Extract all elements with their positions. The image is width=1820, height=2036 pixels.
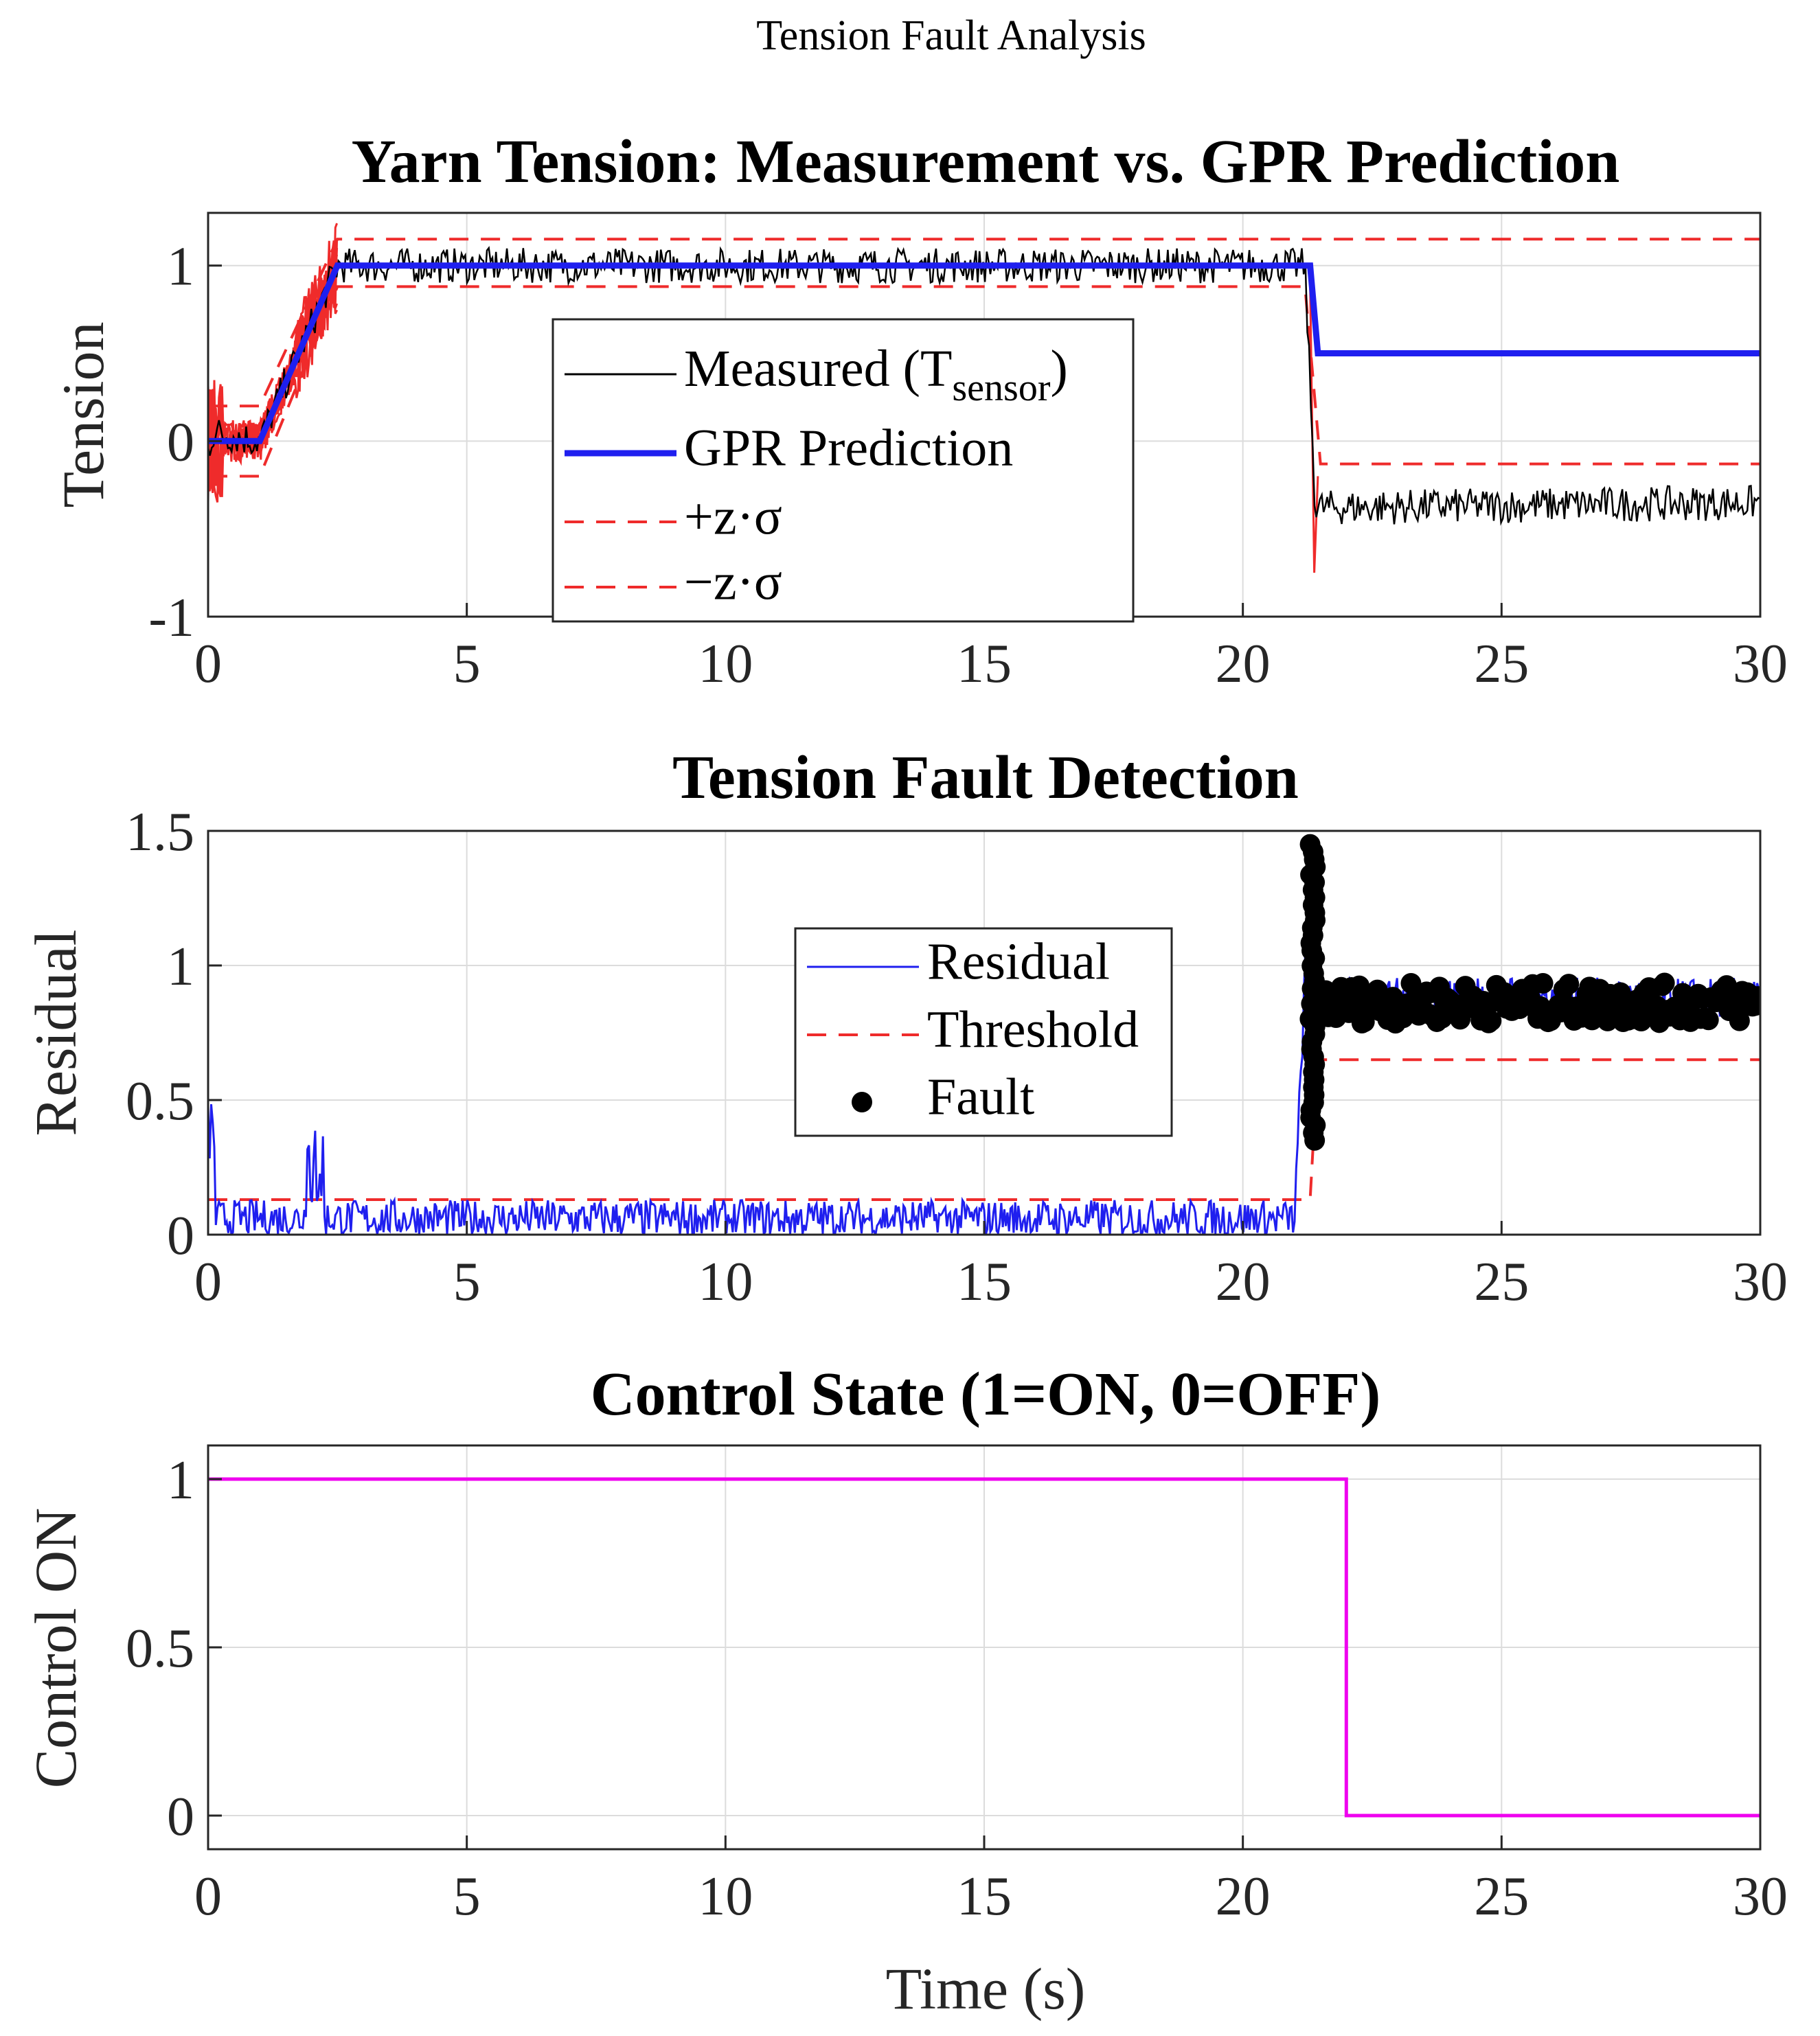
control-xtick-label: 20 [1216, 1866, 1271, 1927]
residual-ytick-label: 0 [167, 1206, 194, 1266]
tension-xtick-label: 0 [194, 634, 222, 694]
fault-marker [1610, 982, 1631, 1003]
control-plot-area [208, 1477, 1760, 1818]
residual-xtick-label: 30 [1733, 1252, 1788, 1312]
control-axes: Control State (1=ON, 0=OFF) 0 5 10 15 20 25 30… [23, 1360, 1788, 2022]
tension-series-group [208, 222, 1760, 573]
tension-ticks: 0 5 10 15 20 25 30-101 [148, 237, 1788, 694]
fault-marker [1481, 1010, 1502, 1031]
residual-xtick-label: 0 [194, 1252, 222, 1312]
residual-axes: Tension Fault Detection 0 5 10 15 20 25 30 0 0.5… [23, 744, 1788, 1312]
tension-ylabel: Tension [50, 321, 116, 507]
residual-plot-area [208, 834, 1760, 1235]
control-xtick-label: 0 [194, 1866, 222, 1927]
legend-label-residual: Residual [927, 933, 1110, 990]
tension-xtick-label: 30 [1733, 634, 1788, 694]
tension-legend-box [551, 318, 1135, 623]
gpr-prediction-line [208, 262, 1760, 444]
lower-band-line [208, 285, 1760, 478]
control-state-line [208, 1477, 1760, 1818]
fault-marker [1747, 986, 1760, 1007]
residual-xtick-label: 5 [453, 1252, 481, 1312]
tension-ytick-label: 1 [167, 237, 194, 297]
residual-ylabel: Residual [23, 930, 89, 1136]
tension-ytick-label: -1 [148, 588, 194, 648]
fault-markers [1299, 834, 1760, 1151]
control-ytick-label: 0.5 [126, 1618, 194, 1679]
fault-marker [1400, 972, 1422, 994]
control-title: Control State (1=ON, 0=OFF) [591, 1360, 1381, 1428]
control-xtick-label: 15 [957, 1866, 1012, 1927]
control-xtick-label: 5 [453, 1866, 481, 1927]
residual-ticks: 0 5 10 15 20 25 30 0 0.5 1 1.5 [126, 802, 1788, 1312]
tension-xtick-label: 25 [1474, 634, 1529, 694]
fault-marker [1299, 834, 1321, 855]
control-ylabel: Control ON [23, 1508, 89, 1789]
legend-label-threshold: Threshold [927, 1000, 1139, 1058]
control-ytick-label: 0 [167, 1787, 194, 1847]
measured-line [208, 246, 1760, 526]
fault-marker [1729, 1010, 1750, 1031]
residual-ytick-label: 0.5 [126, 1071, 194, 1132]
figure-suptitle: Tension Fault Analysis [756, 12, 1146, 59]
tension-title: Yarn Tension: Measurement vs. GPR Predic… [352, 128, 1620, 196]
residual-xtick-label: 20 [1216, 1252, 1271, 1312]
residual-title: Tension Fault Detection [672, 744, 1299, 812]
tension-plot-area [208, 222, 1760, 573]
residual-ytick-label: 1 [167, 937, 194, 997]
legend-label-gpr: GPR Prediction [684, 419, 1013, 477]
control-xtick-label: 30 [1733, 1866, 1788, 1927]
control-xtick-label: 10 [698, 1866, 753, 1927]
legend-swatch-fault [852, 1092, 872, 1112]
residual-legend: Residual Threshold Fault [794, 927, 1173, 1137]
tension-xtick-label: 20 [1216, 634, 1271, 694]
control-xtick-label: 25 [1474, 1866, 1529, 1927]
residual-xtick-label: 25 [1474, 1252, 1529, 1312]
control-xlabel: Time (s) [886, 1956, 1086, 2022]
legend-label-fault: Fault [927, 1068, 1034, 1125]
tension-xtick-label: 10 [698, 634, 753, 694]
legend-label-measured: Measured (Tsensor) [684, 340, 1068, 409]
legend-label-lower-band: −z·σ [684, 553, 782, 610]
fault-marker [1532, 972, 1554, 994]
control-ytick-label: 1 [167, 1450, 194, 1511]
tension-axes: Yarn Tension: Measurement vs. GPR Predic… [50, 128, 1788, 694]
tension-legend: Measured (Tsensor) GPR Prediction +z·σ −… [551, 318, 1135, 623]
tension-xtick-label: 15 [957, 634, 1012, 694]
upper-band-line [208, 238, 1760, 408]
fault-marker [1558, 974, 1580, 995]
fault-marker [1654, 972, 1675, 994]
residual-xtick-label: 10 [698, 1252, 753, 1312]
fault-marker [1431, 1007, 1453, 1029]
residual-ytick-label: 1.5 [126, 802, 194, 862]
residual-series-group [208, 834, 1760, 1235]
control-grid [207, 1445, 1761, 1849]
control-ticks: 0 5 10 15 20 25 30 0 0.5 1 [126, 1450, 1788, 1927]
legend-label-upper-band: +z·σ [684, 488, 782, 545]
control-series-group [208, 1477, 1760, 1818]
tension-ytick-label: 0 [167, 412, 194, 472]
residual-xtick-label: 15 [957, 1252, 1012, 1312]
fault-marker [1698, 1009, 1719, 1031]
tension-xtick-label: 5 [453, 634, 481, 694]
